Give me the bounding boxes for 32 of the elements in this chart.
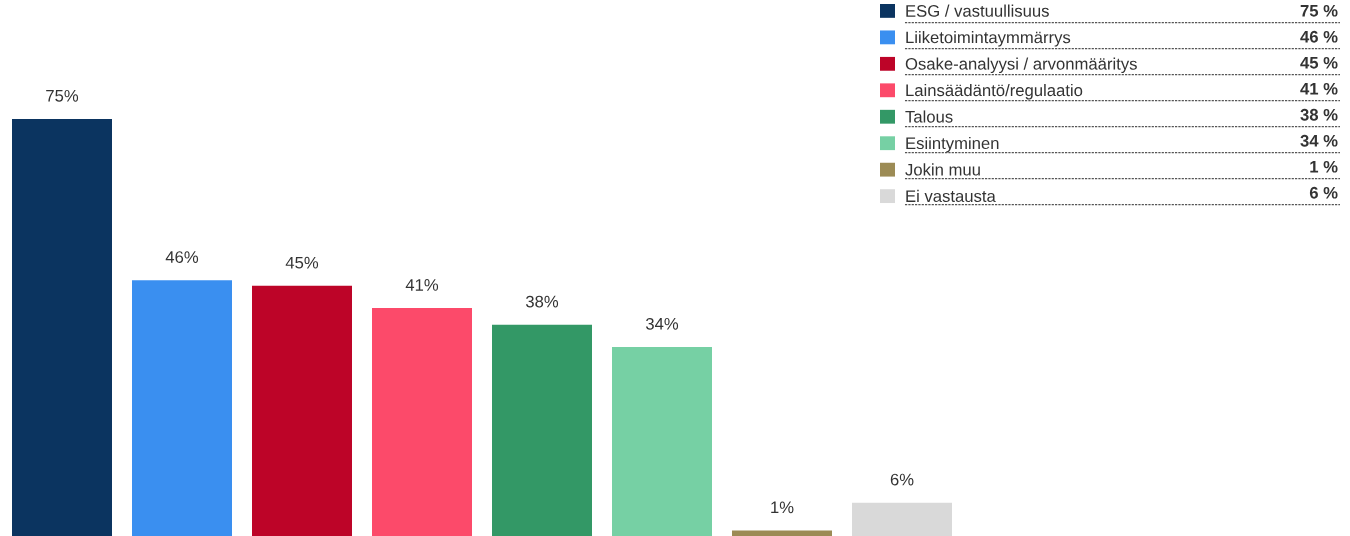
annotation: 6 % <box>1309 186 1338 199</box>
bar <box>132 280 232 536</box>
legend-label: Jokin muu <box>905 163 980 176</box>
bar <box>252 285 352 536</box>
legend-label: Talous <box>905 110 953 123</box>
text: 45 % <box>1300 56 1338 69</box>
bar <box>12 118 112 536</box>
data-label: 6% <box>890 473 914 486</box>
text: 41 % <box>1300 82 1338 95</box>
legend-label: Osake-analyysi / arvonmääritys <box>905 57 1137 74</box>
legend-label: Ei vastausta <box>906 189 996 203</box>
data-label: 38% <box>525 295 559 308</box>
annotation: 38 % <box>1300 108 1338 121</box>
text: 75 % <box>1300 4 1338 17</box>
data-label: 46% <box>165 251 199 263</box>
data-label: 45% <box>285 256 319 269</box>
bar <box>612 346 712 536</box>
bar <box>732 530 832 536</box>
annotation: 34 % <box>1300 134 1338 147</box>
legend-label: ESG / vastuullisuus <box>906 4 1049 17</box>
legend-label: Liiketoimintaymmärrys <box>906 31 1071 47</box>
bar <box>492 324 592 536</box>
legend-label: Lainsäädäntö/regulaatio <box>906 83 1083 100</box>
data-label: 1% <box>771 501 794 514</box>
data-label: 41% <box>405 279 439 291</box>
bar <box>372 307 472 536</box>
text: 46 % <box>1300 30 1338 43</box>
annotation: 1 % <box>1310 160 1338 173</box>
data-label: 75% <box>46 89 79 102</box>
bar <box>852 502 952 536</box>
data-label: 34% <box>645 317 679 330</box>
legend-label: Esiintyminen <box>906 136 999 153</box>
